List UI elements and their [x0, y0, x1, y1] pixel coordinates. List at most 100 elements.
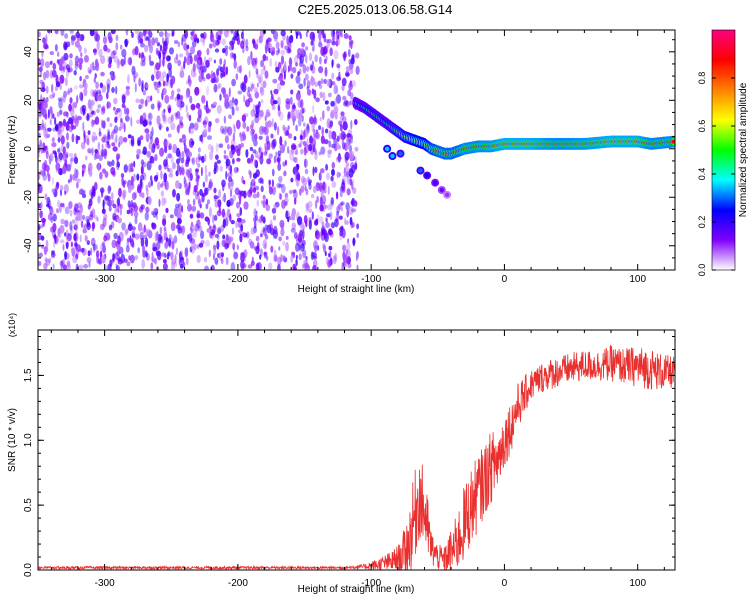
- noise-blob: [241, 232, 246, 237]
- noise-blob: [97, 95, 103, 102]
- noise-blob: [344, 99, 349, 106]
- noise-blob: [330, 175, 334, 182]
- noise-blob: [301, 108, 305, 114]
- noise-blob: [84, 55, 89, 63]
- noise-blob: [247, 86, 251, 92]
- noise-blob: [75, 134, 79, 145]
- noise-blob: [268, 153, 273, 159]
- noise-blob: [139, 135, 144, 141]
- noise-blob: [242, 180, 246, 185]
- noise-blob: [264, 70, 269, 79]
- noise-blob: [151, 251, 154, 262]
- noise-blob: [138, 77, 142, 87]
- noise-blob: [272, 138, 277, 148]
- noise-blob: [334, 97, 337, 107]
- noise-blob: [305, 31, 308, 38]
- noise-blob: [44, 113, 48, 120]
- noise-blob: [221, 208, 226, 218]
- noise-blob: [323, 189, 327, 194]
- noise-blob: [98, 154, 103, 161]
- noise-blob: [60, 259, 63, 270]
- noise-blob: [233, 59, 237, 69]
- x-tick-label: 100: [629, 274, 646, 285]
- noise-blob: [185, 188, 189, 196]
- noise-blob: [205, 100, 208, 109]
- scatter-blob-core: [439, 187, 444, 193]
- noise-blob: [231, 227, 235, 235]
- colorbar-tick-label: 0.4: [697, 168, 707, 181]
- noise-blob: [39, 139, 42, 150]
- noise-blob: [40, 87, 46, 93]
- noise-blob: [174, 40, 179, 44]
- noise-blob: [128, 255, 131, 261]
- noise-blob: [51, 137, 55, 143]
- noise-blob: [305, 188, 309, 196]
- noise-blob: [348, 82, 353, 91]
- noise-blob: [127, 237, 130, 243]
- noise-blob: [302, 140, 307, 147]
- noise-blob: [216, 104, 222, 114]
- noise-blob: [213, 214, 218, 221]
- noise-blob: [299, 140, 304, 145]
- noise-blob: [179, 251, 182, 260]
- noise-blob: [141, 192, 145, 199]
- noise-blob: [246, 125, 250, 132]
- noise-blob: [356, 223, 360, 230]
- noise-blob: [308, 182, 312, 190]
- noise-blob: [162, 80, 166, 87]
- noise-blob: [154, 137, 159, 146]
- noise-blob: [229, 236, 234, 242]
- noise-blob: [188, 126, 191, 134]
- noise-blob: [86, 257, 92, 263]
- noise-blob: [75, 31, 81, 39]
- noise-blob: [229, 164, 233, 175]
- noise-blob: [92, 243, 98, 251]
- noise-blob: [151, 157, 155, 164]
- y-tick-label: 1.5: [23, 368, 34, 382]
- noise-blob: [48, 257, 52, 264]
- noise-blob: [57, 97, 63, 102]
- noise-blob: [346, 242, 351, 250]
- noise-blob: [59, 184, 64, 191]
- noise-blob: [354, 119, 358, 125]
- noise-blob: [255, 169, 260, 178]
- noise-blob: [319, 91, 323, 99]
- noise-blob: [142, 245, 146, 254]
- noise-blob: [349, 150, 355, 161]
- noise-blob: [277, 61, 282, 70]
- spectrogram-y-ticks: -40 -20 0 20 40: [23, 39, 675, 271]
- noise-blob: [127, 223, 133, 231]
- noise-blob: [45, 258, 51, 266]
- noise-blob: [221, 87, 226, 94]
- noise-blob: [290, 89, 294, 95]
- noise-blob: [296, 173, 301, 182]
- noise-blob: [240, 82, 244, 91]
- noise-blob: [322, 110, 325, 120]
- noise-blob: [170, 73, 173, 79]
- noise-blob: [262, 228, 267, 236]
- noise-blob: [74, 176, 78, 182]
- noise-blob: [283, 170, 287, 177]
- noise-blob: [134, 82, 137, 93]
- noise-blob: [70, 157, 74, 162]
- noise-blob: [94, 73, 97, 79]
- noise-blob: [183, 40, 188, 50]
- noise-blob: [159, 76, 165, 82]
- noise-blob: [191, 40, 197, 48]
- noise-blob: [306, 138, 309, 148]
- noise-blob: [39, 123, 45, 131]
- noise-blob: [139, 98, 145, 105]
- noise-blob: [344, 172, 347, 177]
- noise-blob: [303, 129, 306, 139]
- noise-blob: [108, 186, 112, 192]
- noise-blob: [331, 72, 335, 80]
- noise-blob: [44, 61, 51, 69]
- noise-blob: [285, 100, 291, 110]
- noise-blob: [221, 195, 225, 202]
- noise-blob: [79, 234, 82, 243]
- noise-blob: [162, 116, 168, 124]
- noise-blob: [254, 159, 258, 166]
- noise-blob: [183, 56, 187, 64]
- noise-blob: [176, 88, 181, 93]
- noise-blob: [318, 66, 324, 74]
